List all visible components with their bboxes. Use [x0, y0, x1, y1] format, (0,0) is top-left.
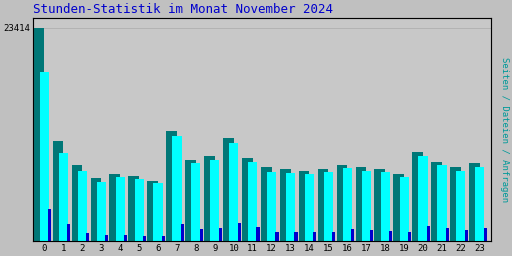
Bar	[412, 152, 423, 241]
Bar	[437, 165, 446, 241]
Bar	[72, 165, 82, 241]
Bar	[343, 168, 352, 241]
Bar	[336, 165, 347, 241]
Bar	[223, 138, 234, 241]
Bar	[219, 228, 222, 241]
Bar	[67, 224, 70, 241]
Bar	[399, 177, 409, 241]
Bar	[124, 235, 127, 241]
Bar	[324, 173, 333, 241]
Bar	[305, 174, 314, 241]
Bar	[484, 228, 487, 241]
Bar	[200, 229, 203, 241]
Bar	[181, 224, 184, 241]
Bar	[275, 232, 279, 241]
Bar	[34, 28, 45, 241]
Bar	[332, 232, 335, 241]
Bar	[147, 181, 158, 241]
Bar	[135, 179, 144, 241]
Bar	[456, 171, 465, 241]
Bar	[431, 162, 442, 241]
Bar	[418, 156, 428, 241]
Bar	[427, 226, 430, 241]
Bar	[257, 227, 260, 241]
Text: Stunden-Statistik im Monat November 2024: Stunden-Statistik im Monat November 2024	[33, 4, 333, 16]
Bar	[475, 167, 484, 241]
Bar	[185, 160, 196, 241]
Bar	[242, 158, 253, 241]
Bar	[129, 176, 139, 241]
Bar	[229, 143, 238, 241]
Bar	[361, 171, 371, 241]
Y-axis label: Seiten / Dateien / Anfragen: Seiten / Dateien / Anfragen	[500, 57, 508, 202]
Bar	[78, 171, 87, 241]
Bar	[446, 228, 449, 241]
Bar	[286, 173, 295, 241]
Bar	[166, 131, 177, 241]
Bar	[162, 236, 165, 241]
Bar	[370, 230, 373, 241]
Bar	[294, 232, 297, 241]
Bar	[116, 177, 125, 241]
Bar	[280, 169, 290, 241]
Bar	[154, 183, 163, 241]
Bar	[59, 153, 68, 241]
Bar	[238, 223, 241, 241]
Bar	[299, 171, 309, 241]
Bar	[40, 72, 49, 241]
Bar	[355, 167, 366, 241]
Bar	[105, 235, 108, 241]
Bar	[53, 142, 63, 241]
Bar	[173, 136, 182, 241]
Bar	[210, 160, 220, 241]
Bar	[389, 231, 392, 241]
Bar	[393, 174, 404, 241]
Bar	[465, 230, 468, 241]
Bar	[408, 232, 411, 241]
Bar	[469, 163, 480, 241]
Bar	[317, 169, 328, 241]
Bar	[191, 163, 201, 241]
Bar	[248, 163, 257, 241]
Bar	[380, 172, 390, 241]
Bar	[86, 232, 89, 241]
Bar	[110, 174, 120, 241]
Bar	[91, 178, 101, 241]
Bar	[374, 169, 385, 241]
Bar	[48, 209, 51, 241]
Bar	[267, 173, 276, 241]
Bar	[204, 156, 215, 241]
Bar	[143, 236, 146, 241]
Bar	[351, 229, 354, 241]
Bar	[450, 167, 461, 241]
Bar	[261, 167, 272, 241]
Bar	[97, 182, 106, 241]
Bar	[313, 232, 316, 241]
